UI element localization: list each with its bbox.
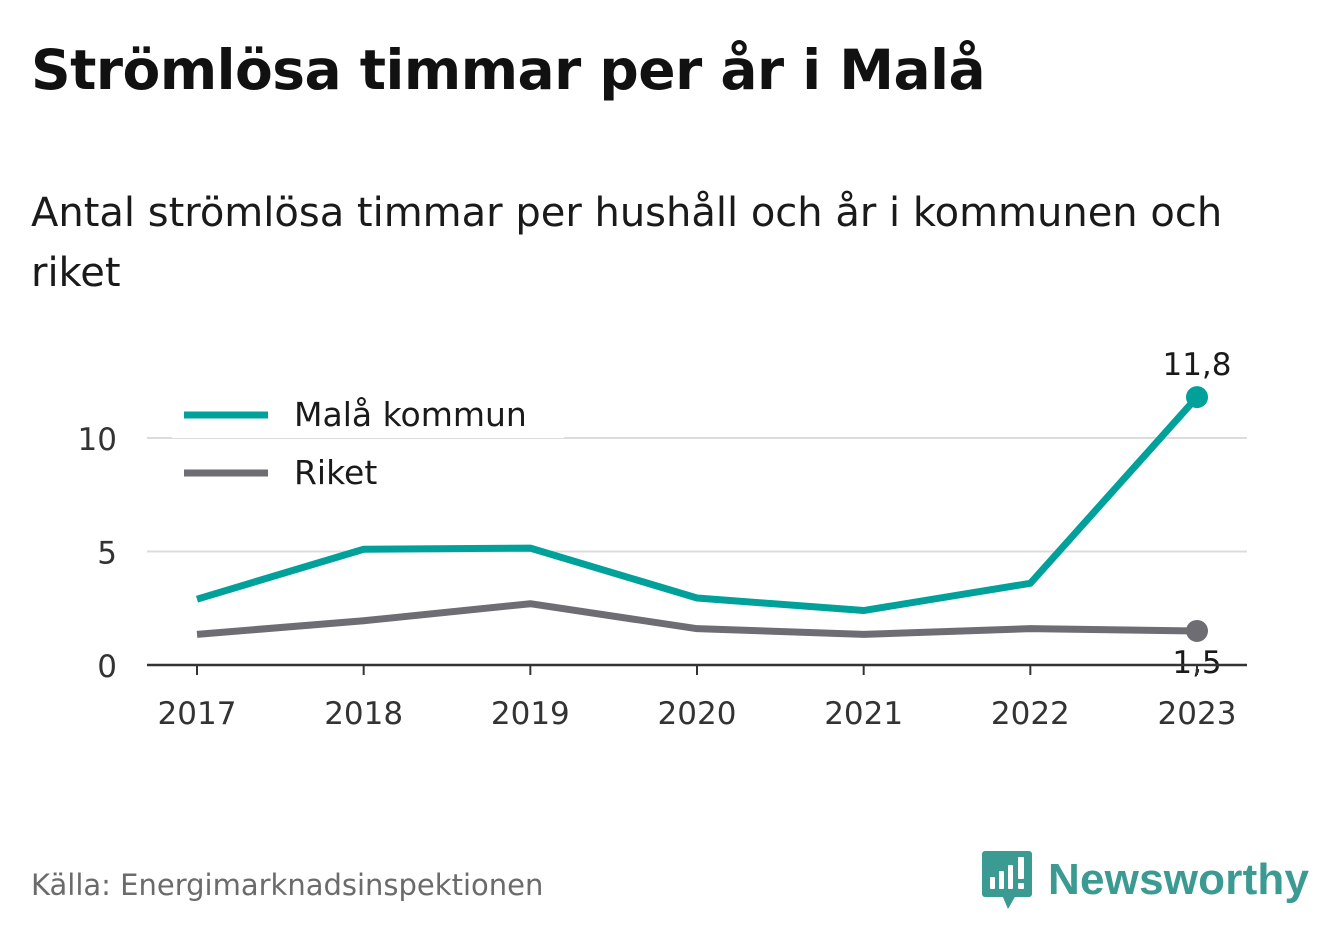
series-end-marker-1 [1186,619,1208,642]
x-tick-label: 2018 [324,696,403,732]
x-tick-label: 2017 [158,696,237,732]
x-tick-label: 2020 [658,696,737,732]
series-end-label-1: 1,5 [1172,645,1221,681]
legend-label-1: Riket [294,453,377,492]
newsworthy-logo-icon [982,851,1032,909]
chart-title: Strömlösa timmar per år i Malå [31,38,986,102]
x-tick-label: 2021 [824,696,903,732]
series-line-1 [196,600,1198,638]
x-tick-label: 2019 [491,696,570,732]
brand-name: Newsworthy [1048,855,1310,904]
line-chart: 11,8 1,5 0 5 10 2017 2018 2019 2020 2021 2022 2023… [78,347,1247,732]
series-line-0 [195,394,1200,615]
legend: Malå kommun Riket [172,392,564,492]
y-tick-label: 0 [97,649,117,685]
axis-layer: 0 5 10 2017 2018 2019 2020 2021 2022 2023 [78,422,1247,732]
series-layer: 11,8 1,5 [195,347,1232,681]
y-tick-label: 5 [97,536,117,572]
newsworthy-logo: Newsworthy [982,848,1309,912]
series-end-marker-0 [1186,386,1208,409]
x-tick-label: 2023 [1158,696,1237,732]
y-tick-label: 10 [78,422,117,458]
series-end-label-0: 11,8 [1162,347,1231,383]
x-tick-label: 2022 [991,696,1070,732]
source-note: Källa: Energimarknadsinspektionen [31,868,544,902]
chart-subtitle: Antal strömlösa timmar per hushåll och å… [31,190,1223,296]
legend-label-0: Malå kommun [294,395,527,434]
